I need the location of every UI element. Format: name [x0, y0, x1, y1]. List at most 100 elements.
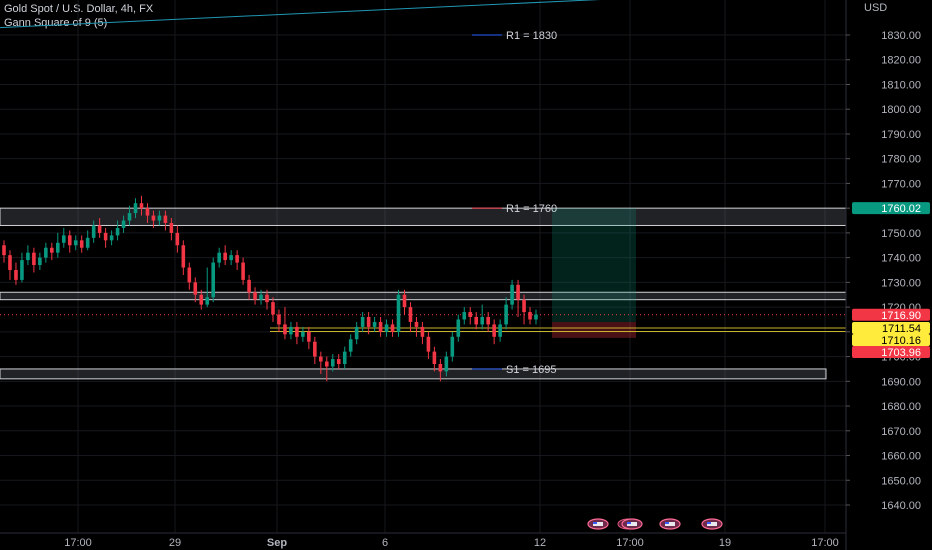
candle-body	[528, 312, 532, 320]
price-tag-bg	[852, 308, 930, 321]
x-tick-label: 17:00	[811, 537, 839, 549]
y-tick-label: 1670.00	[881, 426, 921, 438]
candle-body	[492, 324, 496, 337]
trendline[interactable]	[0, 0, 846, 29]
candle-body	[372, 321, 377, 327]
candle-body	[384, 324, 389, 332]
event-flag-canton	[627, 522, 631, 524]
candle-body	[468, 312, 473, 317]
candle-body	[32, 252, 36, 266]
event-flag-icon[interactable]	[617, 518, 643, 530]
price-axis[interactable]: USD 1830.00 1820.00 1810.00 1800.00 1790.00 17…	[845, 0, 932, 550]
candle-body	[486, 317, 490, 325]
candle-body	[319, 356, 323, 362]
candle-body	[44, 247, 48, 258]
event-flag-canton	[707, 522, 711, 524]
candle-body	[324, 361, 329, 367]
candle-body	[235, 255, 239, 263]
candle-body	[229, 255, 233, 261]
candle-body	[85, 237, 90, 248]
candle-body	[253, 292, 257, 300]
price-tag-bg	[852, 322, 930, 335]
position-tool[interactable]	[0, 208, 846, 338]
event-flag-canton	[593, 522, 597, 524]
candle-body	[366, 317, 371, 327]
y-tick-label: 1830.00	[881, 30, 921, 42]
y-tick-label: 1690.00	[881, 376, 921, 388]
target-zone[interactable]	[552, 208, 636, 322]
candle-body	[133, 203, 138, 214]
price-tag-label: 1711.54	[882, 323, 921, 335]
candle-body	[438, 364, 443, 372]
candle-body	[348, 339, 353, 352]
y-tick-label: 1780.00	[881, 154, 921, 166]
level-label: R1 = 1760	[506, 203, 557, 215]
y-tick-label: 1820.00	[881, 55, 921, 67]
candle-body	[522, 299, 526, 313]
candle-body	[516, 284, 520, 300]
candle-body	[360, 317, 365, 327]
zone-rect	[0, 207, 847, 226]
zone-layer	[0, 207, 847, 380]
candle-body	[510, 284, 514, 305]
trendline-layer[interactable]	[0, 0, 846, 29]
candle-body	[426, 336, 431, 352]
candle-body	[432, 351, 437, 364]
candle-body	[301, 331, 305, 337]
candle-body	[193, 282, 198, 295]
candle-body	[378, 321, 383, 332]
event-flag-icon[interactable]	[587, 518, 609, 530]
candle-body	[462, 312, 467, 320]
price-axis-bg	[846, 0, 932, 550]
candle-body	[456, 319, 461, 337]
y-tick-label: 1660.00	[881, 451, 921, 463]
price-tag-label: 1760.02	[881, 203, 921, 215]
event-flag-canton	[665, 522, 669, 524]
candle-body	[336, 359, 341, 364]
symbol-title[interactable]: Gold Spot / U.S. Dollar, 4h, FX	[4, 3, 154, 15]
price-tag-label: 1716.90	[881, 310, 921, 322]
candle-body	[480, 317, 485, 325]
time-axis[interactable]: 17:00 29 Sep 6 12 17:00 19 17:00	[0, 532, 846, 549]
y-tick-label: 1770.00	[881, 178, 921, 190]
candle-body	[295, 326, 299, 337]
candle-body	[402, 294, 407, 308]
candle-body	[450, 336, 455, 357]
level-label: R1 = 1830	[506, 30, 557, 42]
price-tag: 1711.54	[852, 322, 930, 335]
candle-body	[211, 262, 216, 298]
candle-body	[330, 359, 335, 367]
y-tick-label: 1730.00	[881, 277, 921, 289]
y-tick-label: 1640.00	[881, 500, 921, 512]
candle-body	[271, 302, 275, 315]
candle-body	[26, 252, 30, 261]
candle-body	[145, 208, 150, 216]
candle-body	[103, 232, 108, 241]
event-flag-icon[interactable]	[701, 518, 723, 530]
price-tag: 1703.96	[852, 346, 930, 359]
y-tick-label: 1800.00	[881, 104, 921, 116]
candle-body	[241, 262, 245, 280]
level-label: S1 = 1695	[506, 364, 556, 376]
candle-body	[151, 215, 156, 221]
zone-rect	[0, 368, 827, 380]
candle-body	[307, 331, 311, 342]
event-flag-icon[interactable]	[659, 518, 681, 530]
stop-zone[interactable]	[552, 321, 636, 338]
candle-body	[223, 252, 227, 261]
price-tag-label: 1703.96	[881, 347, 921, 359]
candle-body	[73, 240, 78, 246]
x-tick-label: 17:00	[64, 537, 92, 549]
candle-body	[199, 294, 204, 305]
candle-body	[277, 314, 281, 325]
event-flag-stripes	[665, 522, 675, 526]
economic-events[interactable]	[587, 518, 723, 530]
x-tick-label: 29	[169, 537, 181, 549]
candle-body	[313, 341, 317, 357]
zone-rect	[0, 291, 847, 301]
candle-body	[79, 240, 84, 248]
candle-body	[2, 245, 6, 256]
price-tag: 1710.16	[852, 334, 930, 347]
